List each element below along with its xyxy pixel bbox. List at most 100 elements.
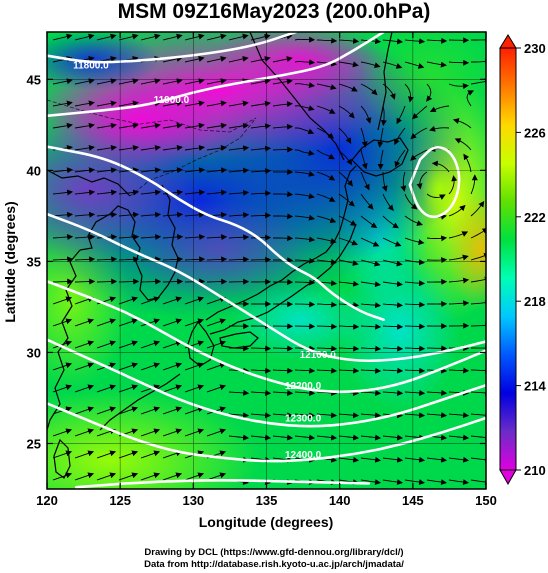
streamline-arrow bbox=[448, 434, 470, 441]
coastline-korea bbox=[79, 184, 179, 301]
streamline-arrow bbox=[250, 168, 272, 175]
contour-label-12100: 12100.0 bbox=[300, 350, 337, 361]
x-tick-label-140: 140 bbox=[329, 493, 351, 508]
streamline-arrow bbox=[448, 204, 466, 217]
contour-11900 bbox=[47, 32, 385, 118]
streamline-arrow bbox=[382, 389, 404, 396]
streamline-arrow bbox=[429, 125, 450, 132]
streamline-arrow bbox=[74, 406, 95, 415]
streamline-arrow bbox=[162, 384, 183, 393]
streamline-arrow bbox=[360, 259, 381, 267]
streamline-arrow bbox=[294, 434, 316, 441]
y-tick-label-35: 35 bbox=[27, 254, 41, 269]
colorbar: 210 214 218 222 226 230 bbox=[499, 34, 546, 486]
streamline-arrow bbox=[404, 237, 425, 246]
streamline-arrow bbox=[448, 59, 470, 66]
streamline-arrow bbox=[360, 456, 382, 463]
streamline-arrow bbox=[228, 212, 250, 219]
streamline-arrow bbox=[140, 450, 161, 459]
x-tick-label-145: 145 bbox=[402, 493, 424, 508]
streamline-arrow bbox=[228, 100, 249, 107]
streamline-arrow bbox=[118, 234, 140, 241]
x-tick-label-135: 135 bbox=[256, 493, 278, 508]
streamline-arrow bbox=[228, 434, 250, 441]
coastline-ryukyu bbox=[99, 373, 181, 431]
contour-label-12400: 12400.0 bbox=[285, 450, 322, 461]
streamline-arrow bbox=[294, 367, 316, 374]
streamline-arrow bbox=[360, 61, 381, 69]
streamline-arrow bbox=[404, 301, 426, 308]
streamline-arrow bbox=[338, 127, 352, 144]
streamline-arrow bbox=[206, 428, 227, 437]
streamline-arrow bbox=[272, 412, 294, 419]
streamline-arrow bbox=[382, 38, 404, 45]
streamline-arrow bbox=[360, 83, 378, 96]
streamline-arrow bbox=[52, 428, 73, 437]
streamline-arrow bbox=[74, 167, 95, 174]
streamline-arrow bbox=[228, 189, 250, 196]
streamline-arrow bbox=[96, 211, 118, 218]
streamline-arrow bbox=[74, 100, 95, 107]
streamline-arrow bbox=[316, 345, 338, 352]
streamline-arrow bbox=[448, 254, 469, 261]
contour-high-ring bbox=[408, 146, 461, 219]
streamline-arrow bbox=[273, 235, 294, 242]
streamline-arrow bbox=[316, 434, 338, 441]
streamline-arrow bbox=[96, 167, 117, 174]
streamline-arrow bbox=[360, 237, 380, 247]
streamline-arrow bbox=[206, 318, 227, 327]
streamline-arrow bbox=[250, 345, 272, 352]
streamline-arrow bbox=[426, 389, 448, 396]
streamline-arrow bbox=[360, 434, 382, 441]
streamline-arrow bbox=[426, 235, 448, 242]
streamline-arrow bbox=[463, 153, 472, 173]
streamline-arrow bbox=[294, 170, 315, 177]
streamline-arrow bbox=[74, 33, 95, 41]
streamline-arrow bbox=[250, 190, 272, 197]
streamline-arrow bbox=[360, 302, 382, 309]
streamline-arrow bbox=[52, 234, 74, 241]
streamline-arrow bbox=[228, 412, 250, 419]
streamline-arrow bbox=[52, 296, 73, 305]
streamline-arrow bbox=[250, 123, 272, 130]
streamline-arrow bbox=[382, 302, 404, 309]
streamline-arrow bbox=[382, 479, 403, 486]
streamline-arrow bbox=[338, 280, 360, 287]
streamline-arrow bbox=[273, 191, 294, 198]
streamline-arrow bbox=[228, 256, 250, 263]
streamline-arrow bbox=[74, 256, 96, 263]
streamline-arrow bbox=[250, 434, 272, 441]
streamline-arrow bbox=[52, 122, 73, 129]
map-title: MSM 09Z16May2023 (200.0hPa) bbox=[117, 0, 431, 23]
coastline-china-north bbox=[47, 169, 131, 197]
streamline-arrow bbox=[162, 33, 183, 41]
colorbar-tick-label-230: 230 bbox=[524, 41, 546, 56]
streamline-arrow bbox=[272, 389, 294, 396]
streamline-arrow bbox=[250, 212, 272, 219]
streamline-arrow bbox=[250, 234, 272, 241]
streamline-arrow bbox=[338, 83, 358, 92]
streamline-arrow bbox=[118, 100, 139, 107]
streamline-arrow bbox=[377, 149, 384, 170]
streamline-arrow bbox=[206, 55, 227, 63]
streamline-arrow bbox=[338, 237, 359, 246]
streamline-arrow bbox=[140, 384, 161, 393]
coastline-kyushu bbox=[187, 320, 215, 367]
streamline-arrow bbox=[250, 412, 272, 419]
streamline-arrow bbox=[74, 362, 95, 371]
streamline-arrow bbox=[140, 406, 161, 415]
contour-12000 bbox=[47, 145, 385, 321]
streamline-arrow bbox=[96, 340, 117, 349]
streamline-arrow bbox=[52, 362, 73, 371]
streamline-arrow bbox=[184, 189, 206, 196]
streamline-arrow bbox=[96, 472, 117, 481]
streamline-arrow bbox=[140, 167, 161, 174]
streamline-arrow bbox=[338, 37, 360, 44]
streamline-arrow bbox=[470, 434, 486, 441]
streamline-arrow bbox=[272, 146, 294, 153]
streamline-arrow bbox=[294, 59, 316, 66]
streamline-arrow bbox=[294, 149, 315, 156]
x-axis-ticks: 120 125 130 135 140 145 150 bbox=[36, 32, 497, 508]
streamline-arrow bbox=[452, 118, 472, 129]
streamline-arrow bbox=[338, 193, 355, 207]
